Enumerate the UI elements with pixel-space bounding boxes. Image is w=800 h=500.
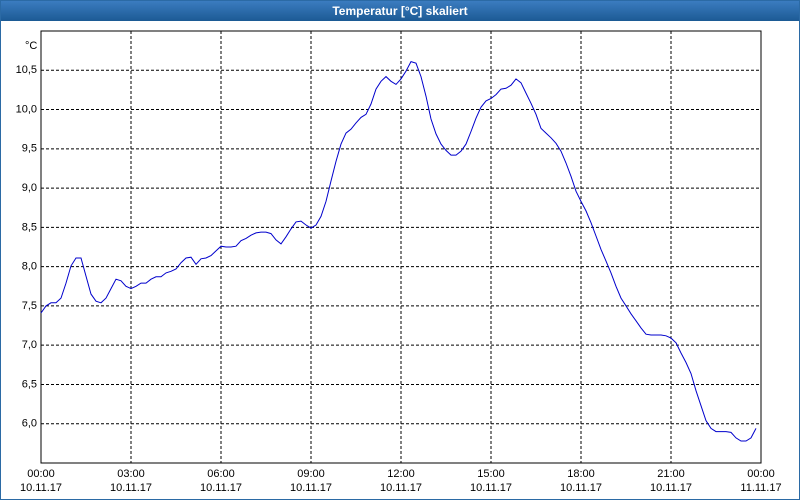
y-axis-label: °C — [25, 40, 37, 52]
x-tick-label: 09:00 10.11.17 — [289, 468, 332, 494]
y-tick-label: 9,5 — [22, 143, 37, 155]
x-tick-label: 00:00 11.11.17 — [740, 468, 782, 494]
x-tick-label: 15:00 10.11.17 — [469, 468, 512, 494]
y-tick-label: 8,0 — [22, 261, 37, 273]
y-tick-label: 6,0 — [22, 418, 37, 430]
x-tick-label: 18:00 10.11.17 — [559, 468, 602, 494]
x-tick-label: 03:00 10.11.17 — [109, 468, 152, 494]
x-tick-label: 06:00 10.11.17 — [199, 468, 242, 494]
y-tick-label: 8,5 — [22, 221, 37, 233]
title-bar: Temperatur [°C] skaliert — [1, 1, 799, 21]
data-line — [40, 60, 757, 442]
x-tick-label: 00:00 10.11.17 — [19, 468, 62, 494]
x-tick-label: 12:00 10.11.17 — [379, 468, 422, 494]
y-tick-label: 10,5 — [16, 64, 37, 76]
y-tick-label: 10,0 — [16, 103, 37, 115]
y-tick-label: 7,0 — [22, 339, 37, 351]
y-tick-label: 9,0 — [22, 182, 37, 194]
y-tick-label: 7,5 — [22, 300, 37, 312]
y-tick-label: 6,5 — [22, 378, 37, 390]
x-tick-label: 21:00 10.11.17 — [649, 468, 692, 494]
